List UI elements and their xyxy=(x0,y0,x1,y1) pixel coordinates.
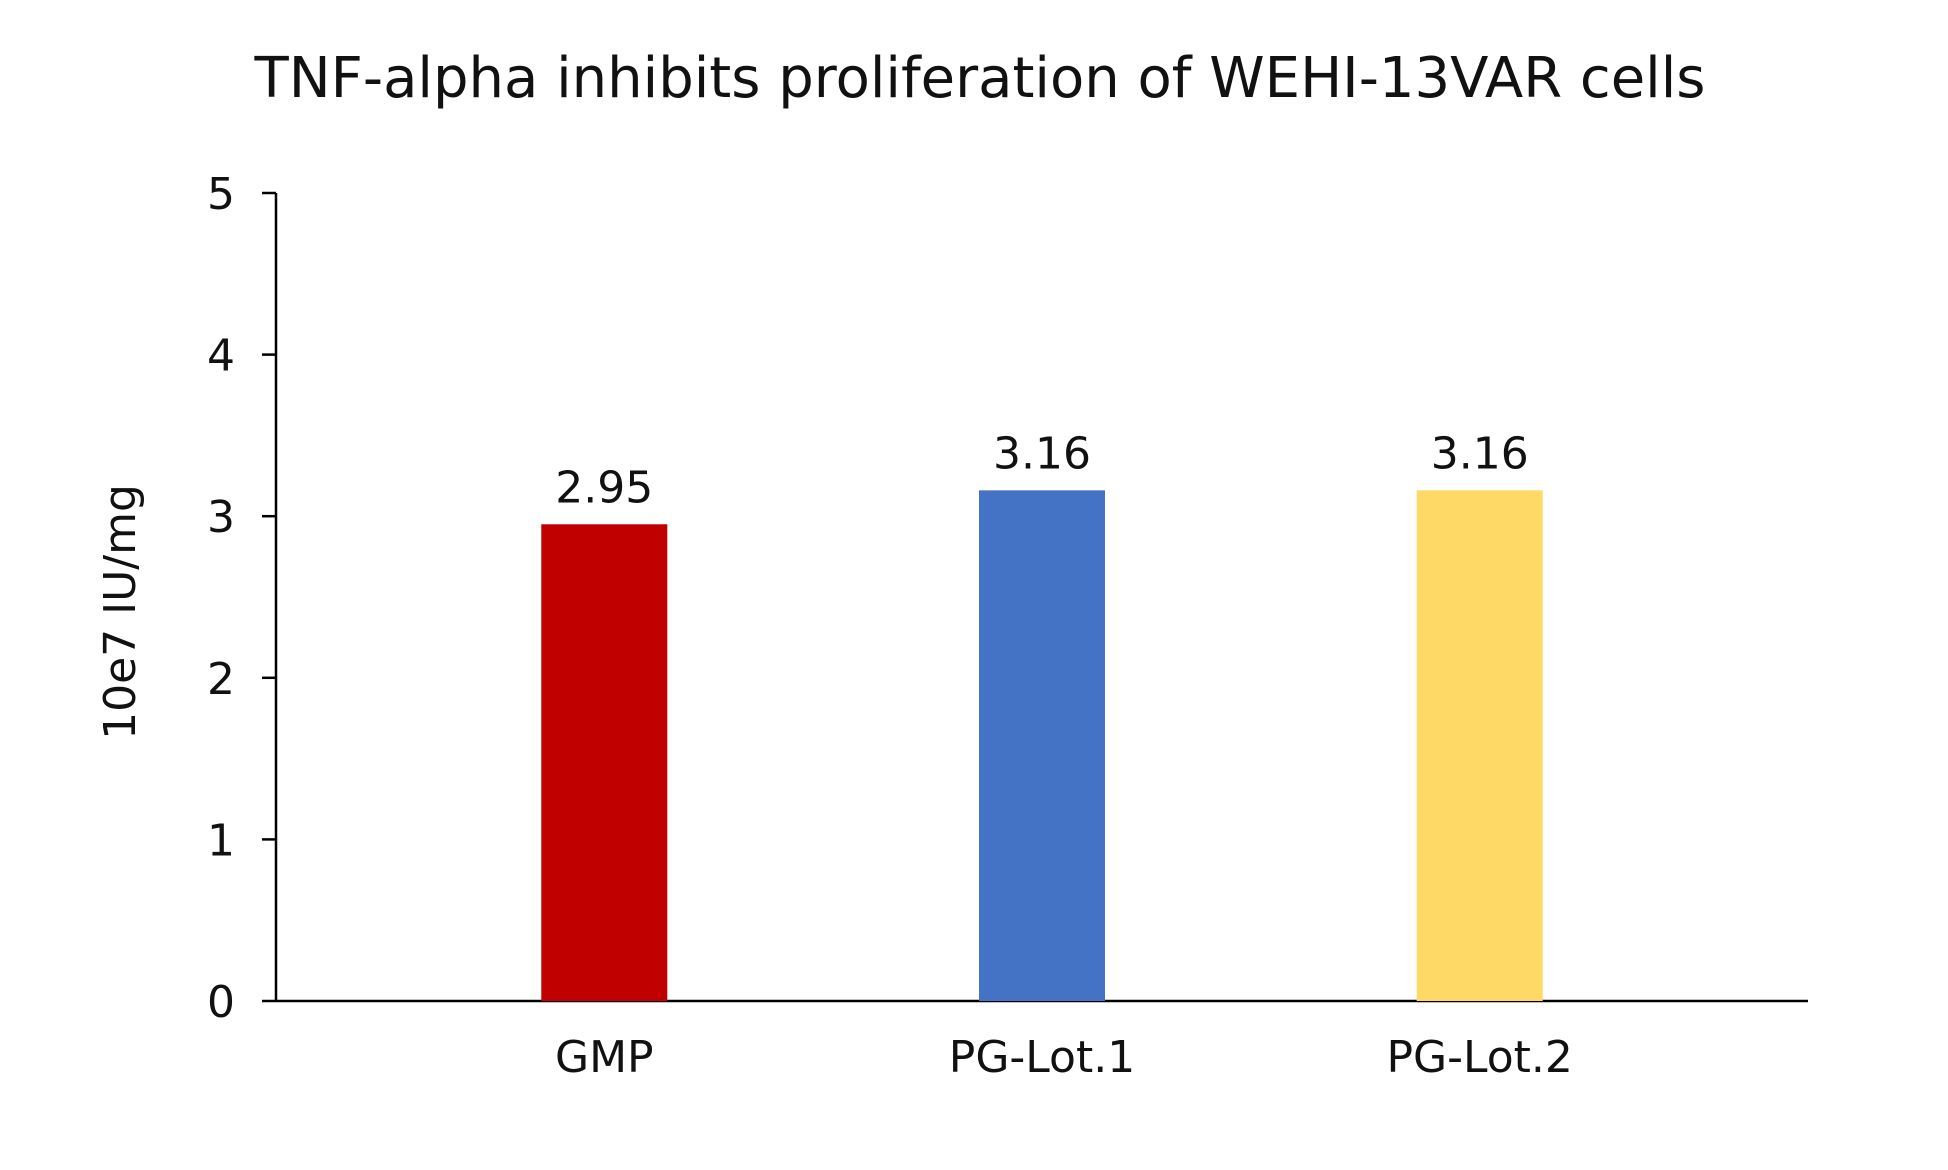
bar-value-label: 3.16 xyxy=(993,428,1091,479)
x-category-label: PG-Lot.1 xyxy=(949,1032,1135,1083)
y-tick-label: 0 xyxy=(207,977,235,1028)
chart-title: TNF-alpha inhibits proliferation of WEHI… xyxy=(254,46,1706,111)
y-axis-ticks: 0 1 2 3 4 5 xyxy=(207,169,276,1028)
x-category-label: GMP xyxy=(555,1032,654,1083)
y-tick-label: 3 xyxy=(207,492,235,543)
bar-pg-lot-1 xyxy=(979,490,1105,1001)
category-labels: GMP PG-Lot.1 PG-Lot.2 xyxy=(555,1032,1573,1083)
bar-value-label: 3.16 xyxy=(1431,428,1529,479)
bar-value-label: 2.95 xyxy=(555,462,653,513)
bar-gmp xyxy=(541,524,668,1001)
x-category-label: PG-Lot.2 xyxy=(1387,1032,1573,1083)
y-tick-label: 2 xyxy=(207,654,235,705)
bars-group xyxy=(541,490,1543,1001)
bar-pg-lot-2 xyxy=(1416,490,1543,1001)
y-axis-label: 10e7 IU/mg xyxy=(95,484,146,740)
y-tick-label: 4 xyxy=(207,331,235,382)
y-tick-label: 1 xyxy=(207,815,235,866)
value-labels: 2.95 3.16 3.16 xyxy=(555,428,1528,513)
y-tick-label: 5 xyxy=(207,169,235,220)
